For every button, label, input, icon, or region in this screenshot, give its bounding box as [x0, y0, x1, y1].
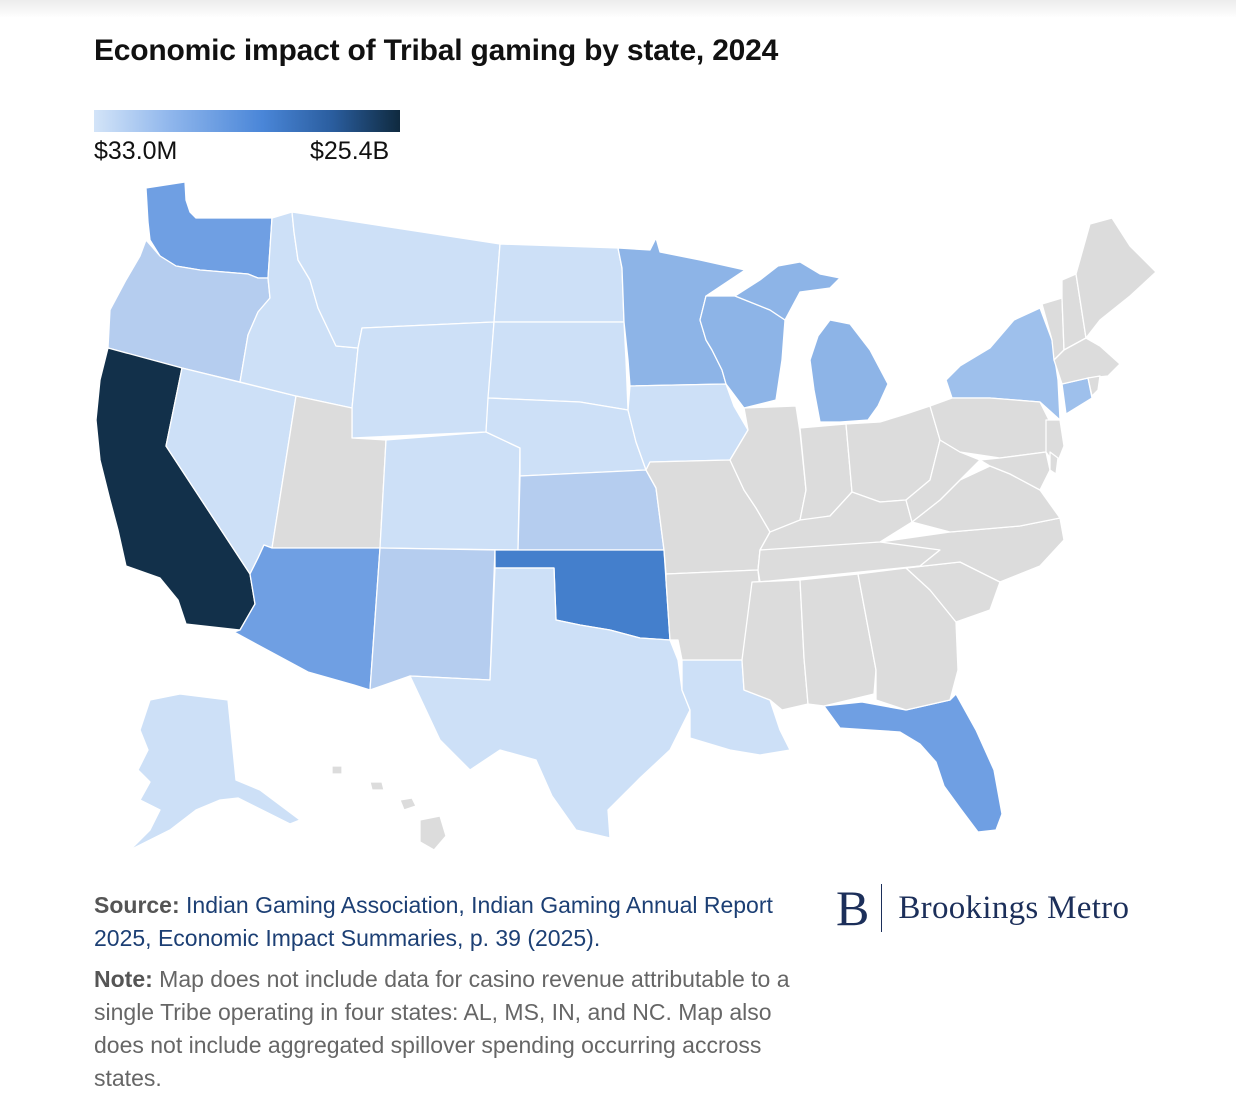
- state-michigan-lower[interactable]: [809, 319, 889, 423]
- logo-text: Brookings Metro: [898, 889, 1130, 926]
- state-texas[interactable]: [409, 567, 691, 839]
- state-shapes: [95, 181, 1157, 851]
- state-hawaii-big-island[interactable]: [419, 815, 447, 851]
- color-scale-legend: [94, 110, 400, 132]
- legend-max-label: $25.4B: [310, 137, 390, 165]
- state-kansas[interactable]: [517, 469, 665, 551]
- state-hawaii-kauai[interactable]: [331, 765, 343, 775]
- source-text[interactable]: Indian Gaming Association, Indian Gaming…: [94, 892, 773, 951]
- state-south-dakota[interactable]: [487, 321, 629, 411]
- chart-title: Economic impact of Tribal gaming by stat…: [94, 34, 779, 67]
- state-maine[interactable]: [1075, 217, 1157, 339]
- state-hawaii-oahu[interactable]: [369, 781, 385, 791]
- state-maryland[interactable]: [979, 451, 1051, 491]
- state-new-mexico[interactable]: [369, 547, 496, 691]
- state-arizona[interactable]: [233, 544, 381, 691]
- source-label: Source:: [94, 892, 180, 918]
- legend-min-label: $33.0M: [94, 137, 178, 165]
- brookings-metro-logo: B Brookings Metro: [836, 880, 1129, 936]
- state-delaware[interactable]: [1049, 451, 1059, 475]
- map-note: Note: Map does not include data for casi…: [94, 963, 794, 1095]
- state-north-dakota[interactable]: [493, 243, 625, 323]
- logo-mark: B: [836, 880, 870, 936]
- us-choropleth-map: [95, 181, 1157, 851]
- top-shadow: [0, 0, 1236, 18]
- state-wyoming[interactable]: [351, 321, 495, 439]
- note-text: Map does not include data for casino rev…: [94, 966, 790, 1091]
- source-note: Source: Indian Gaming Association, India…: [94, 889, 784, 955]
- state-massachusetts[interactable]: [1053, 337, 1121, 385]
- state-iowa[interactable]: [627, 383, 749, 471]
- logo-divider: [881, 884, 883, 932]
- state-michigan-upper[interactable]: [734, 261, 841, 321]
- state-colorado[interactable]: [379, 431, 521, 551]
- note-label: Note:: [94, 966, 153, 992]
- state-florida[interactable]: [823, 693, 1003, 833]
- state-arkansas[interactable]: [665, 569, 761, 661]
- state-hawaii-maui[interactable]: [399, 797, 417, 811]
- state-alaska[interactable]: [129, 693, 301, 851]
- state-rhode-island[interactable]: [1087, 375, 1101, 397]
- state-mississippi[interactable]: [741, 579, 809, 711]
- state-new-york[interactable]: [945, 307, 1061, 421]
